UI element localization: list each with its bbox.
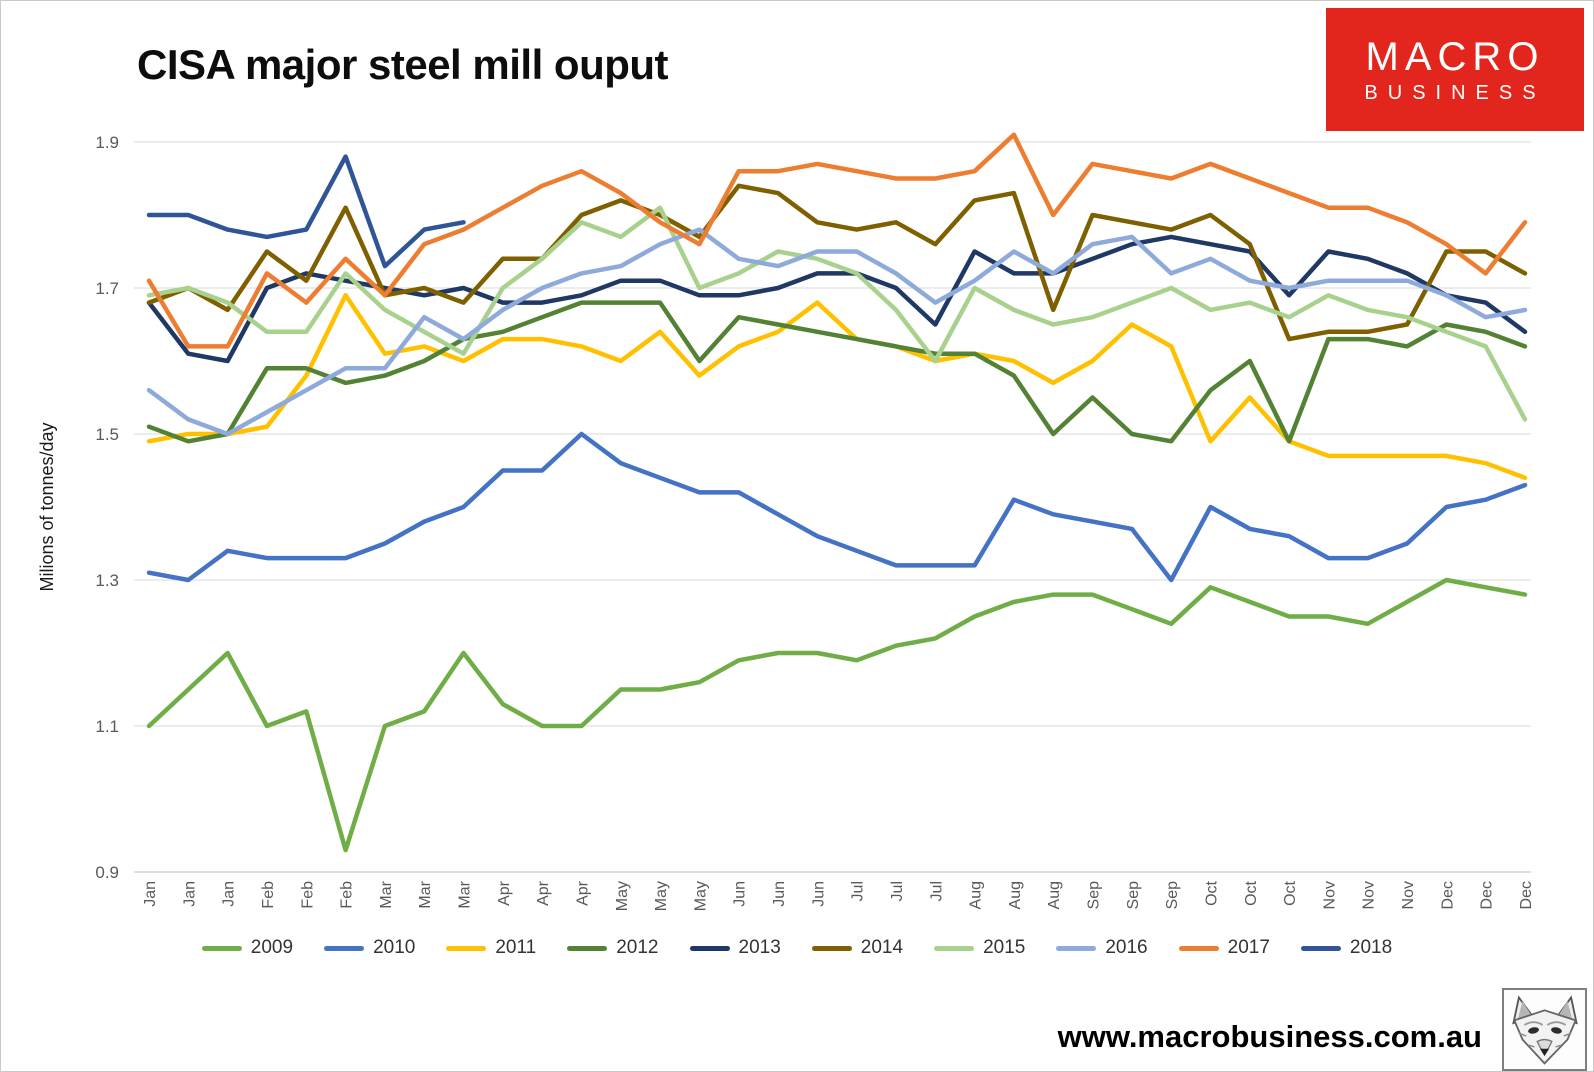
x-tick-label-8: Mar: [457, 880, 474, 908]
line-chart-canvas: 0.9 1.1 1.3 1.5 1.7 1.9 Jan Jan Jan Feb Feb Feb Mar M…: [37, 132, 1535, 911]
x-tick-label-18: Jul: [850, 881, 867, 901]
legend-label-2016: 2016: [1105, 937, 1148, 958]
x-tick-label-6: Mar: [378, 880, 395, 908]
series-line-2009: [146, 577, 1528, 853]
legend-swatch-2009: [201, 945, 242, 951]
x-tick-label-16: Jun: [771, 881, 788, 907]
series-line-2014: [146, 183, 1528, 342]
legend-label-2013: 2013: [738, 937, 781, 958]
legend-item-2009: 2009: [201, 937, 294, 959]
x-tick-label-31: Nov: [1361, 881, 1378, 909]
legend-item-2012: 2012: [567, 937, 659, 959]
series-line-2011: [146, 293, 1528, 481]
legend-swatch-2010: [324, 945, 365, 951]
y-tick-label: 1.3: [95, 571, 119, 590]
x-tick-label-26: Sep: [1164, 881, 1181, 910]
x-tick-label-3: Feb: [260, 881, 277, 909]
x-tick-label-0: Jan: [142, 881, 159, 907]
x-tick-label-20: Jul: [928, 881, 945, 901]
legend-swatch-2014: [811, 945, 852, 951]
legend-label-2009: 2009: [250, 937, 294, 958]
chart-title: CISA major steel mill ouput: [137, 41, 669, 88]
legend-label-2017: 2017: [1227, 937, 1270, 958]
y-tick-label: 1.9: [95, 133, 119, 152]
legend-item-2018: 2018: [1300, 937, 1393, 959]
x-tick-label-22: Aug: [1007, 881, 1024, 909]
fox-sketch-icon: [1511, 994, 1578, 1065]
legend-swatch-2017: [1178, 945, 1219, 951]
x-tick-label-11: Apr: [574, 880, 591, 906]
x-tick-label-1: Jan: [181, 881, 198, 907]
legend-item-2015: 2015: [934, 937, 1025, 959]
legend-item-2013: 2013: [689, 937, 781, 959]
x-tick-label-34: Dec: [1479, 881, 1496, 909]
legend-item-2011: 2011: [446, 937, 536, 959]
series-line-2012: [146, 300, 1528, 444]
legend-swatch-2011: [446, 945, 487, 951]
chart-legend: 2009 2010 2011 2012 2013 2014 2015 2016 2017 2018: [1, 937, 1593, 959]
x-tick-label-35: Dec: [1518, 881, 1535, 909]
x-tick-label-10: Apr: [535, 880, 552, 906]
x-tick-label-25: Sep: [1125, 881, 1142, 910]
y-tick-label: 1.7: [95, 279, 119, 298]
x-tick-label-21: Aug: [968, 881, 985, 909]
x-tick-label-27: Oct: [1203, 880, 1220, 905]
legend-swatch-2013: [689, 945, 730, 951]
x-tick-label-7: Mar: [417, 880, 434, 908]
legend-label-2011: 2011: [495, 937, 537, 958]
x-tick-label-9: Apr: [496, 880, 513, 906]
macrobusiness-logo: MACRO BUSINESS: [1326, 8, 1584, 131]
logo-text-macro: MACRO: [1365, 34, 1545, 79]
x-tick-label-24: Sep: [1086, 881, 1103, 910]
legend-swatch-2015: [934, 945, 975, 951]
series-line-2015: [146, 205, 1528, 422]
x-tick-label-23: Aug: [1046, 881, 1063, 909]
x-tick-label-33: Dec: [1439, 881, 1456, 909]
legend-swatch-2012: [567, 945, 608, 951]
x-tick-label-30: Nov: [1321, 881, 1338, 909]
series-line-2016: [146, 227, 1528, 437]
series-line-2010: [146, 431, 1528, 583]
legend-swatch-2018: [1300, 945, 1341, 951]
legend-item-2014: 2014: [811, 937, 904, 959]
x-tick-label-13: May: [653, 881, 670, 911]
legend-label-2018: 2018: [1349, 937, 1393, 958]
fox-logo: [1502, 988, 1587, 1071]
website-url: www.macrobusiness.com.au: [1057, 1019, 1482, 1054]
x-tick-label-19: Jul: [889, 881, 906, 901]
x-tick-label-15: Jun: [732, 881, 749, 907]
x-tick-label-12: May: [614, 881, 631, 911]
y-tick-label: 1.1: [95, 717, 119, 736]
x-tick-label-28: Oct: [1243, 880, 1260, 905]
legend-swatch-2016: [1056, 945, 1097, 951]
x-tick-label-14: May: [692, 881, 709, 911]
x-tick-label-4: Feb: [299, 881, 316, 909]
y-tick-label: 0.9: [95, 863, 119, 882]
series-line-2018: [146, 154, 466, 269]
legend-label-2012: 2012: [616, 937, 659, 958]
x-tick-label-17: Jun: [810, 881, 827, 907]
x-tick-label-29: Oct: [1282, 880, 1299, 905]
x-tick-label-2: Jan: [221, 881, 238, 907]
legend-item-2016: 2016: [1056, 937, 1148, 959]
y-axis-label: Milions of tonnes/day: [37, 422, 57, 591]
series-line-2017: [146, 132, 1528, 349]
x-tick-label-32: Nov: [1400, 881, 1417, 909]
legend-item-2017: 2017: [1178, 937, 1270, 959]
legend-item-2010: 2010: [324, 937, 415, 959]
x-tick-label-5: Feb: [339, 881, 356, 909]
legend-label-2014: 2014: [860, 937, 904, 958]
legend-label-2015: 2015: [983, 937, 1026, 958]
legend-label-2010: 2010: [373, 937, 416, 958]
y-tick-label: 1.5: [95, 425, 119, 444]
logo-text-business: BUSINESS: [1364, 81, 1546, 104]
